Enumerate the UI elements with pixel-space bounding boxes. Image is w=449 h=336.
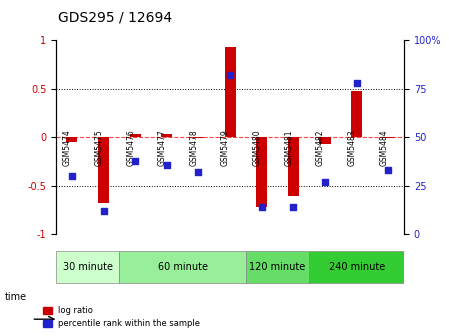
FancyBboxPatch shape <box>309 251 404 283</box>
Bar <box>224 47 236 137</box>
Text: 30 minute: 30 minute <box>63 262 113 272</box>
Bar <box>161 134 172 137</box>
Text: GSM5481: GSM5481 <box>284 130 293 166</box>
Text: GSM5480: GSM5480 <box>253 130 262 166</box>
Point <box>68 173 75 179</box>
Point <box>195 170 202 175</box>
Point <box>290 205 297 210</box>
Bar <box>383 137 394 138</box>
FancyBboxPatch shape <box>56 251 119 283</box>
Text: GSM5482: GSM5482 <box>316 130 325 166</box>
Bar <box>320 137 330 144</box>
Bar <box>256 137 267 207</box>
Bar <box>193 137 204 138</box>
Point <box>258 205 265 210</box>
Text: GSM5479: GSM5479 <box>221 130 230 166</box>
Text: GSM5475: GSM5475 <box>95 130 104 166</box>
Text: GSM5476: GSM5476 <box>126 130 135 166</box>
Point <box>226 73 233 78</box>
Text: GSM5478: GSM5478 <box>189 130 198 166</box>
Legend: log ratio, percentile rank within the sample: log ratio, percentile rank within the sa… <box>40 303 204 332</box>
Text: 240 minute: 240 minute <box>329 262 385 272</box>
Bar <box>351 91 362 137</box>
Bar <box>288 137 299 196</box>
Point <box>385 168 392 173</box>
Point <box>100 208 107 214</box>
Point <box>163 162 171 167</box>
FancyBboxPatch shape <box>246 251 309 283</box>
Text: GDS295 / 12694: GDS295 / 12694 <box>58 10 172 24</box>
Bar <box>130 134 141 137</box>
Text: time: time <box>4 292 26 302</box>
Text: GSM5484: GSM5484 <box>379 130 388 166</box>
Point <box>353 80 360 86</box>
Text: 120 minute: 120 minute <box>250 262 306 272</box>
Point <box>132 158 139 163</box>
Text: GSM5477: GSM5477 <box>158 130 167 166</box>
Bar <box>98 137 109 203</box>
Text: GSM5474: GSM5474 <box>63 130 72 166</box>
Text: 60 minute: 60 minute <box>158 262 207 272</box>
FancyBboxPatch shape <box>119 251 246 283</box>
Bar <box>66 137 78 142</box>
Point <box>321 179 329 185</box>
Text: GSM5483: GSM5483 <box>348 130 357 166</box>
